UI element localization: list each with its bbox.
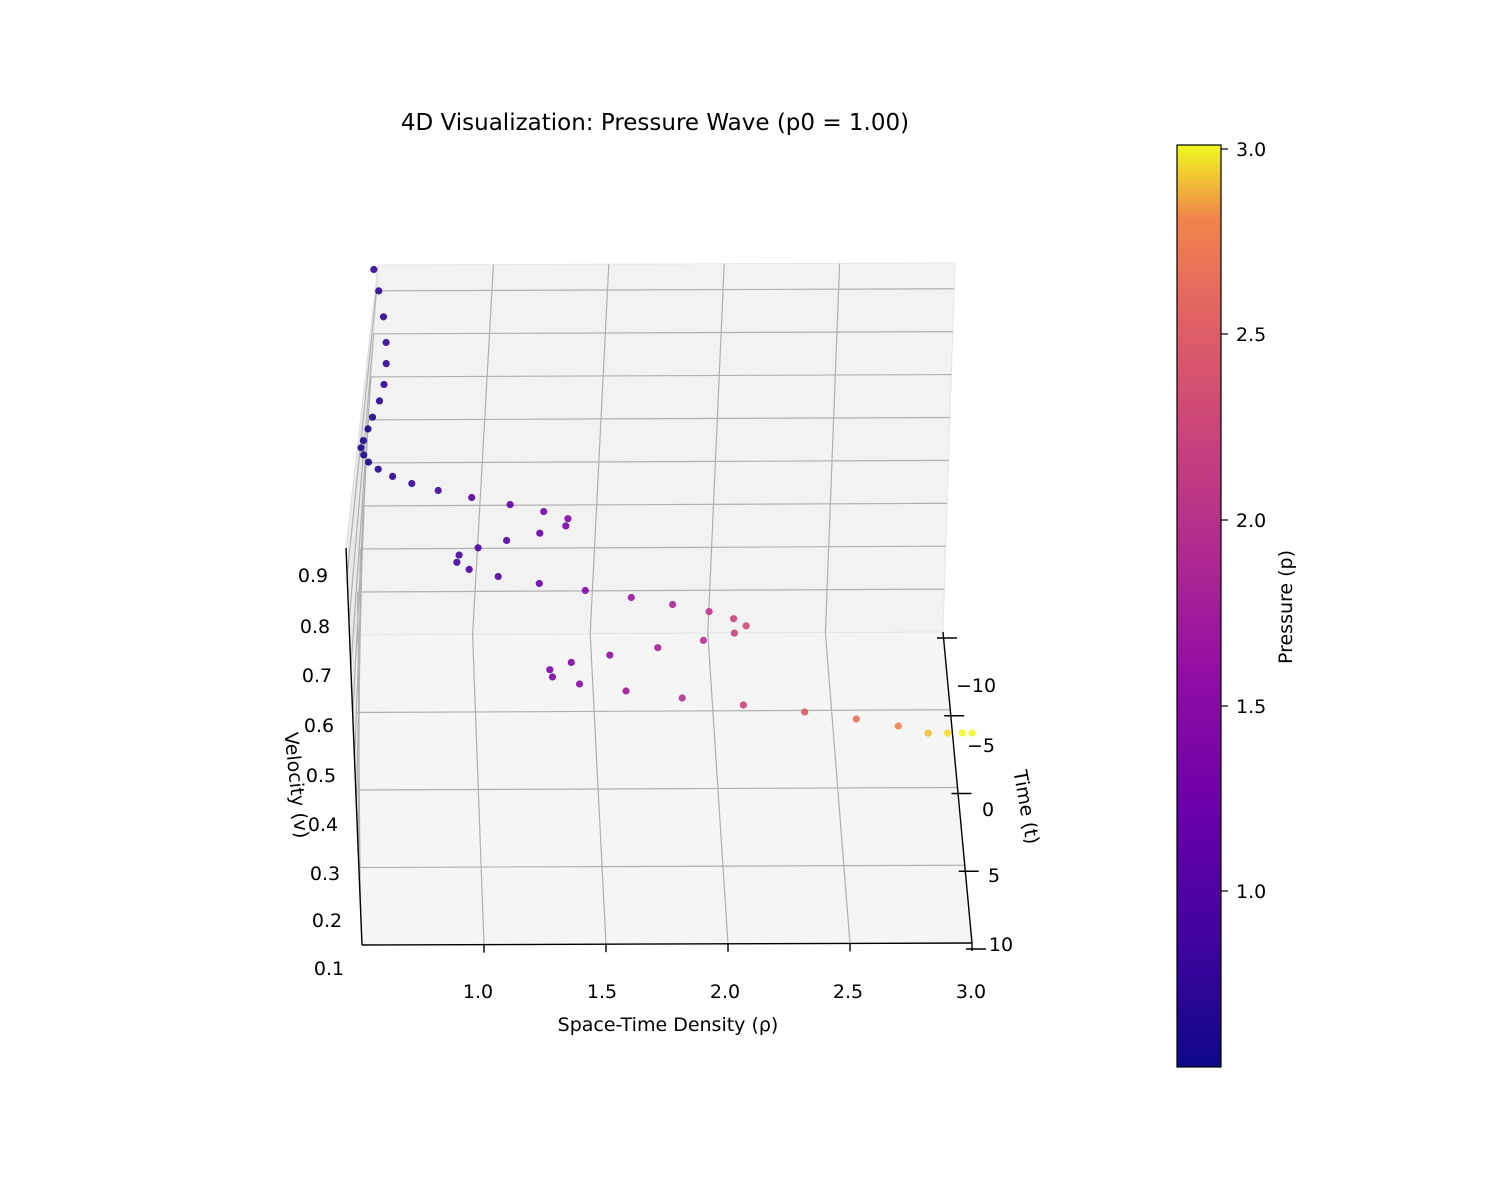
data-point [357, 444, 365, 452]
data-point [382, 338, 390, 347]
colorbar-tick-label: 2.0 [1236, 510, 1266, 532]
data-point [705, 608, 713, 616]
x-tick-label: 1.0 [463, 981, 493, 1003]
z-axis-label: Velocity (v) [279, 731, 312, 839]
data-point [536, 529, 544, 537]
data-point [408, 479, 416, 488]
data-point [669, 600, 677, 609]
data-point [364, 458, 373, 466]
data-point [852, 715, 860, 723]
data-point [564, 515, 572, 523]
data-point [924, 729, 932, 737]
data-point [627, 593, 635, 602]
y-tick-label: 0 [982, 799, 994, 821]
data-point [359, 437, 367, 445]
z-tick-label: 0.3 [310, 863, 340, 885]
data-point [739, 701, 748, 709]
data-point [375, 287, 383, 295]
data-point [567, 658, 575, 667]
colorbar-tick-label: 1.0 [1236, 881, 1266, 903]
data-point [465, 565, 473, 574]
colorbar-tick-label: 1.5 [1236, 696, 1266, 718]
data-point [374, 465, 382, 473]
colorbar-ticks [1221, 148, 1228, 892]
data-point [801, 708, 809, 716]
data-point [535, 579, 543, 588]
data-point [364, 425, 372, 433]
data-point [370, 265, 378, 274]
z-tick-label: 0.6 [304, 715, 334, 737]
data-point [730, 629, 739, 637]
data-point [389, 472, 397, 480]
data-point [575, 680, 584, 688]
z-tick-label: 0.2 [312, 910, 342, 932]
data-point [678, 694, 686, 702]
grid-lines [346, 263, 965, 945]
data-point [958, 729, 966, 737]
data-point [375, 397, 384, 405]
x-axis-label: Space-Time Density (ρ) [558, 1014, 779, 1036]
back-pane [354, 262, 956, 636]
data-point [546, 666, 554, 674]
y-axis-label: Time (t) [1008, 767, 1043, 845]
x-tick-label: 1.5 [587, 981, 617, 1003]
z-tick-label: 0.4 [308, 814, 338, 836]
data-point [506, 501, 514, 509]
y-tick-label: 10 [989, 934, 1013, 956]
data-point [968, 729, 976, 737]
data-point [699, 636, 708, 645]
data-point [562, 522, 570, 530]
data-point [453, 558, 461, 566]
data-point [581, 586, 589, 595]
y-tick-label: −5 [967, 735, 995, 757]
y-tick-label: −10 [956, 675, 996, 697]
z-tick-label: 0.5 [306, 765, 336, 787]
colorbar-label: Pressure (p) [1275, 550, 1297, 664]
data-point [468, 493, 476, 502]
colorbar-tick-label: 2.5 [1236, 324, 1266, 346]
data-point [503, 536, 511, 545]
data-point [494, 572, 502, 581]
scatter-points [357, 265, 976, 737]
x-tick-label: 3.0 [956, 981, 986, 1003]
colorbar-tick-label: 3.0 [1236, 139, 1266, 161]
data-point [360, 451, 368, 459]
data-point [548, 673, 557, 681]
data-point [382, 360, 390, 368]
data-point [742, 622, 750, 630]
x-tick-labels: 1.0 1.5 2.0 2.5 3.0 [463, 981, 986, 1003]
y-tick-labels: −10 −5 0 5 10 [956, 675, 1013, 956]
z-tick-label: 0.8 [300, 616, 330, 638]
data-point [379, 313, 388, 321]
colorbar [1176, 144, 1222, 1068]
chart-title: 4D Visualization: Pressure Wave (p0 = 1.… [401, 110, 909, 136]
data-point [894, 722, 902, 730]
data-point [944, 729, 952, 737]
z-tick-label: 0.9 [298, 565, 328, 587]
z-tick-label: 0.1 [314, 958, 344, 980]
data-point [380, 380, 388, 389]
axes [345, 547, 986, 953]
data-point [540, 508, 548, 516]
x-tick-label: 2.0 [710, 981, 740, 1003]
data-point [606, 651, 614, 659]
z-tick-label: 0.7 [302, 665, 332, 687]
z-tick-labels: 0.1 0.2 0.3 0.4 0.5 0.6 0.7 0.8 0.9 [298, 565, 344, 980]
data-point [368, 413, 377, 421]
data-point [730, 615, 738, 623]
data-point [622, 687, 630, 695]
data-point [474, 544, 482, 552]
data-point [434, 486, 442, 495]
data-point [654, 644, 662, 652]
x-tick-label: 2.5 [833, 981, 863, 1003]
y-tick-label: 5 [988, 865, 1000, 887]
data-point [455, 551, 463, 559]
